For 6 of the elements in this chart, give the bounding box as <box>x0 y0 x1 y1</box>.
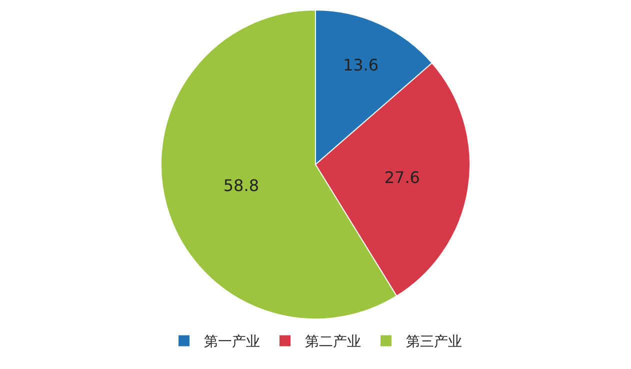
data-label: 27.6 <box>384 168 420 188</box>
legend-label: 第一产业 <box>204 334 260 350</box>
legend-label: 第三产业 <box>406 334 462 350</box>
data-label: 58.8 <box>223 176 259 196</box>
legend-label: 第二产业 <box>305 334 361 350</box>
data-label: 13.6 <box>342 56 379 75</box>
